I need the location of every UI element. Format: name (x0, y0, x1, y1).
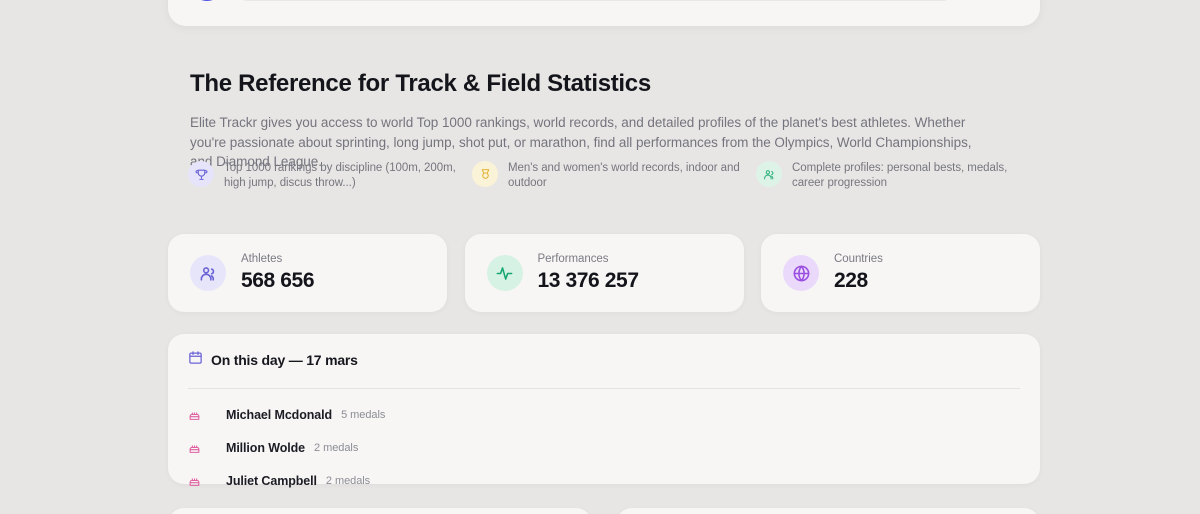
athlete-name: Michael Mcdonald (226, 407, 333, 422)
feature-item: Men's and women's world records, indoor … (472, 160, 756, 190)
on-this-day-header: On this day — 17 mars (188, 350, 1020, 370)
trophy-icon (188, 161, 214, 187)
bottom-card-left[interactable] (168, 508, 592, 514)
page-title: The Reference for Track & Field Statisti… (190, 70, 651, 97)
athlete-name: Juliet Campbell (226, 473, 317, 488)
user-avatar-circle[interactable] (190, 0, 224, 1)
list-item[interactable]: Michael Mcdonald 5 medals (188, 403, 1020, 426)
athlete-name: Million Wolde (226, 440, 306, 455)
search-input[interactable] (238, 0, 952, 1)
hero-description: Elite Trackr gives you access to world T… (190, 115, 972, 169)
cake-icon (188, 441, 226, 454)
on-this-day-title: On this day — 17 mars (211, 352, 358, 368)
divider (188, 388, 1020, 389)
stat-label: Performances (537, 253, 609, 265)
stat-value: 13 376 257 (537, 269, 640, 292)
stat-label: Countries (834, 253, 883, 265)
calendar-icon (188, 350, 203, 370)
globe-icon (783, 255, 819, 291)
on-this-day-list: Michael Mcdonald 5 medals Million Wolde … (188, 403, 1020, 492)
feature-item: Top 1000 rankings by discipline (100m, 2… (188, 160, 472, 190)
stat-card-performances[interactable]: Performances 13 376 257 (464, 234, 744, 312)
medal-count: 2 medals (325, 474, 371, 487)
users-icon (190, 255, 226, 291)
medal-count: 5 medals (341, 408, 386, 421)
feature-text: Complete profiles: personal bests, medal… (792, 162, 1008, 189)
bottom-cards-row (168, 508, 1040, 514)
stats-row: Athletes 568 656 Performances 13 376 257 (168, 234, 1040, 312)
stat-value: 228 (834, 269, 868, 292)
hero-section: The Reference for Track & Field Statisti… (190, 68, 1030, 172)
cake-icon (188, 474, 226, 487)
list-item[interactable]: Juliet Campbell 2 medals (188, 469, 1020, 492)
list-item[interactable]: Million Wolde 2 medals (188, 436, 1020, 459)
on-this-day-card: On this day — 17 mars Michael Mcdonald 5… (168, 334, 1040, 488)
activity-icon (486, 255, 523, 291)
feature-list: Top 1000 rankings by discipline (100m, 2… (188, 160, 1040, 190)
medal-icon (472, 161, 498, 187)
feature-text: Men's and women's world records, indoor … (508, 162, 740, 189)
stat-label: Athletes (241, 253, 283, 265)
stat-card-athletes[interactable]: Athletes 568 656 (168, 234, 447, 312)
cake-icon (188, 408, 226, 421)
stat-value: 568 656 (241, 269, 315, 292)
stat-card-countries[interactable]: Countries 228 (761, 234, 1040, 312)
feature-item: Complete profiles: personal bests, medal… (756, 160, 1040, 190)
feature-text: Top 1000 rankings by discipline (100m, 2… (224, 162, 456, 189)
bottom-card-right[interactable] (616, 508, 1040, 514)
profiles-icon (756, 161, 782, 187)
search-bar-card (168, 0, 1040, 26)
medal-count: 2 medals (314, 441, 359, 454)
